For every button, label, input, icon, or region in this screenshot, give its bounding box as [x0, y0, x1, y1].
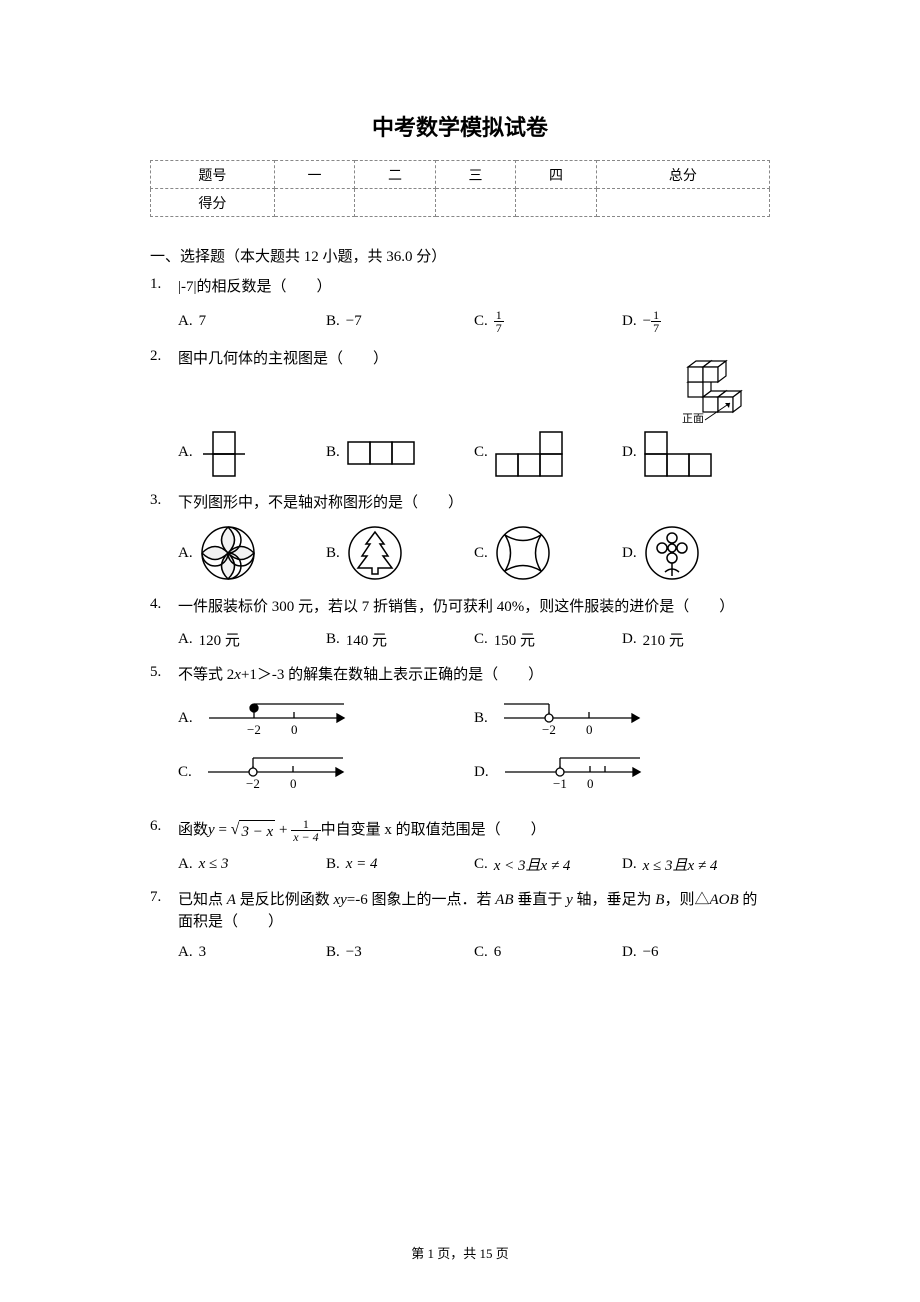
question-3: 3. 下列图形中，不是轴对称图形的是（ ） A. B. C. D. [150, 492, 770, 583]
q1-stem: |-7|的相反数是（ ） [178, 276, 770, 299]
question-5: 5. 不等式 2x+1＞-3 的解集在数轴上表示正确的是（ ） A. −20 B… [150, 664, 770, 805]
svg-text:−2: −2 [246, 776, 260, 791]
q7-opt-d: D.−6 [622, 944, 770, 961]
q2-opt-a: A. [178, 428, 326, 478]
q1-num: 1. [150, 276, 178, 293]
q6-opt-c: C.x < 3且x ≠ 4 [474, 854, 622, 875]
q6-num: 6. [150, 818, 178, 835]
question-6: 6. 函数y = √3 − x + 1x − 4中自变量 x 的取值范围是（ ）… [150, 818, 770, 875]
td-2 [355, 189, 435, 217]
q2-opt-b-icon [346, 438, 426, 468]
svg-text:−2: −2 [542, 722, 556, 737]
q1-opt-c: C.17 [474, 309, 622, 334]
q3-num: 3. [150, 492, 178, 509]
q5-opt-c: C. −20 [178, 750, 474, 794]
q4-num: 4. [150, 596, 178, 613]
q2-stem: 图中几何体的主视图是（ ） [178, 348, 660, 418]
page-title: 中考数学模拟试卷 [150, 110, 770, 142]
question-1: 1. |-7|的相反数是（ ） A.7 B.−7 C.17 D.−17 [150, 276, 770, 334]
q7-opt-b: B.−3 [326, 944, 474, 961]
th-3: 三 [435, 161, 515, 189]
th-4: 四 [516, 161, 596, 189]
th-2: 二 [355, 161, 435, 189]
th-1: 一 [274, 161, 354, 189]
svg-text:0: 0 [586, 722, 593, 737]
td-total [596, 189, 769, 217]
th-total: 总分 [596, 161, 769, 189]
q6-opt-d: D.x ≤ 3且x ≠ 4 [622, 854, 770, 875]
td-3 [435, 189, 515, 217]
question-4: 4. 一件服装标价 300 元，若以 7 折销售，仍可获利 40%，则这件服装的… [150, 596, 770, 650]
q7-stem: 已知点 A 是反比例函数 xy=-6 图象上的一点．若 AB 垂直于 y 轴，垂… [178, 889, 770, 934]
q2-opt-c-icon [494, 428, 574, 478]
page-footer: 第 1 页，共 15 页 [0, 1243, 920, 1262]
score-table-header-row: 题号 一 二 三 四 总分 [151, 161, 770, 189]
question-2: 2. 图中几何体的主视图是（ ） [150, 348, 770, 478]
q3-opt-c-icon [494, 524, 552, 582]
q5-num: 5. [150, 664, 178, 681]
q4-opt-b: B.140 元 [326, 629, 474, 650]
svg-text:0: 0 [587, 776, 594, 791]
svg-text:−1: −1 [553, 776, 567, 791]
q5-opt-d-icon: −1 0 [495, 750, 655, 794]
q2-opt-a-icon [199, 428, 249, 478]
td-label: 得分 [151, 189, 275, 217]
q2-opt-c: C. [474, 428, 622, 478]
svg-text:−2: −2 [247, 722, 261, 737]
th-label: 题号 [151, 161, 275, 189]
q6-opt-b: B.x = 4 [326, 854, 474, 875]
svg-text:0: 0 [291, 722, 298, 737]
q7-opt-c: C.6 [474, 944, 622, 961]
q2-opt-b: B. [326, 438, 474, 468]
q5-opt-a: A. −20 [178, 696, 474, 740]
q3-opt-d: D. [622, 524, 770, 582]
q3-opt-c: C. [474, 524, 622, 582]
td-4 [516, 189, 596, 217]
q3-opt-b-icon [346, 524, 404, 582]
q7-opt-a: A.3 [178, 944, 326, 961]
question-7: 7. 已知点 A 是反比例函数 xy=-6 图象上的一点．若 AB 垂直于 y … [150, 889, 770, 961]
q1-opt-d: D.−17 [622, 309, 770, 334]
q2-fig-label: 正面 [682, 413, 704, 423]
td-1 [274, 189, 354, 217]
q2-num: 2. [150, 348, 178, 365]
q4-opt-a: A.120 元 [178, 629, 326, 650]
svg-text:0: 0 [290, 776, 297, 791]
q5-opt-b: B. −20 [474, 696, 770, 740]
q7-num: 7. [150, 889, 178, 906]
q2-figure-icon: 正面 [660, 348, 770, 428]
q3-opt-a: A. [178, 524, 326, 582]
q5-stem: 不等式 2x+1＞-3 的解集在数轴上表示正确的是（ ） [178, 664, 770, 687]
q5-opt-b-icon: −2 0 [494, 696, 654, 740]
q6-opt-a: A.x ≤ 3 [178, 854, 326, 875]
score-table-data-row: 得分 [151, 189, 770, 217]
q2-opt-d: D. [622, 428, 770, 478]
q5-opt-a-icon: −2 0 [199, 696, 359, 740]
q5-opt-c-icon: −2 0 [198, 750, 358, 794]
score-table: 题号 一 二 三 四 总分 得分 [150, 160, 770, 217]
q5-opt-d: D. −10 [474, 750, 770, 794]
q3-opt-a-icon [199, 524, 257, 582]
q1-opt-a: A.7 [178, 309, 326, 334]
q3-opt-b: B. [326, 524, 474, 582]
section-header: 一、选择题（本大题共 12 小题，共 36.0 分） [150, 245, 770, 266]
q3-stem: 下列图形中，不是轴对称图形的是（ ） [178, 492, 770, 515]
q6-stem: 函数y = √3 − x + 1x − 4中自变量 x 的取值范围是（ ） [178, 818, 770, 844]
q1-opt-b: B.−7 [326, 309, 474, 334]
q2-opt-d-icon [643, 428, 723, 478]
q3-opt-d-icon [643, 524, 701, 582]
q4-opt-d: D.210 元 [622, 629, 770, 650]
q4-stem: 一件服装标价 300 元，若以 7 折销售，仍可获利 40%，则这件服装的进价是… [178, 596, 770, 619]
q4-opt-c: C.150 元 [474, 629, 622, 650]
